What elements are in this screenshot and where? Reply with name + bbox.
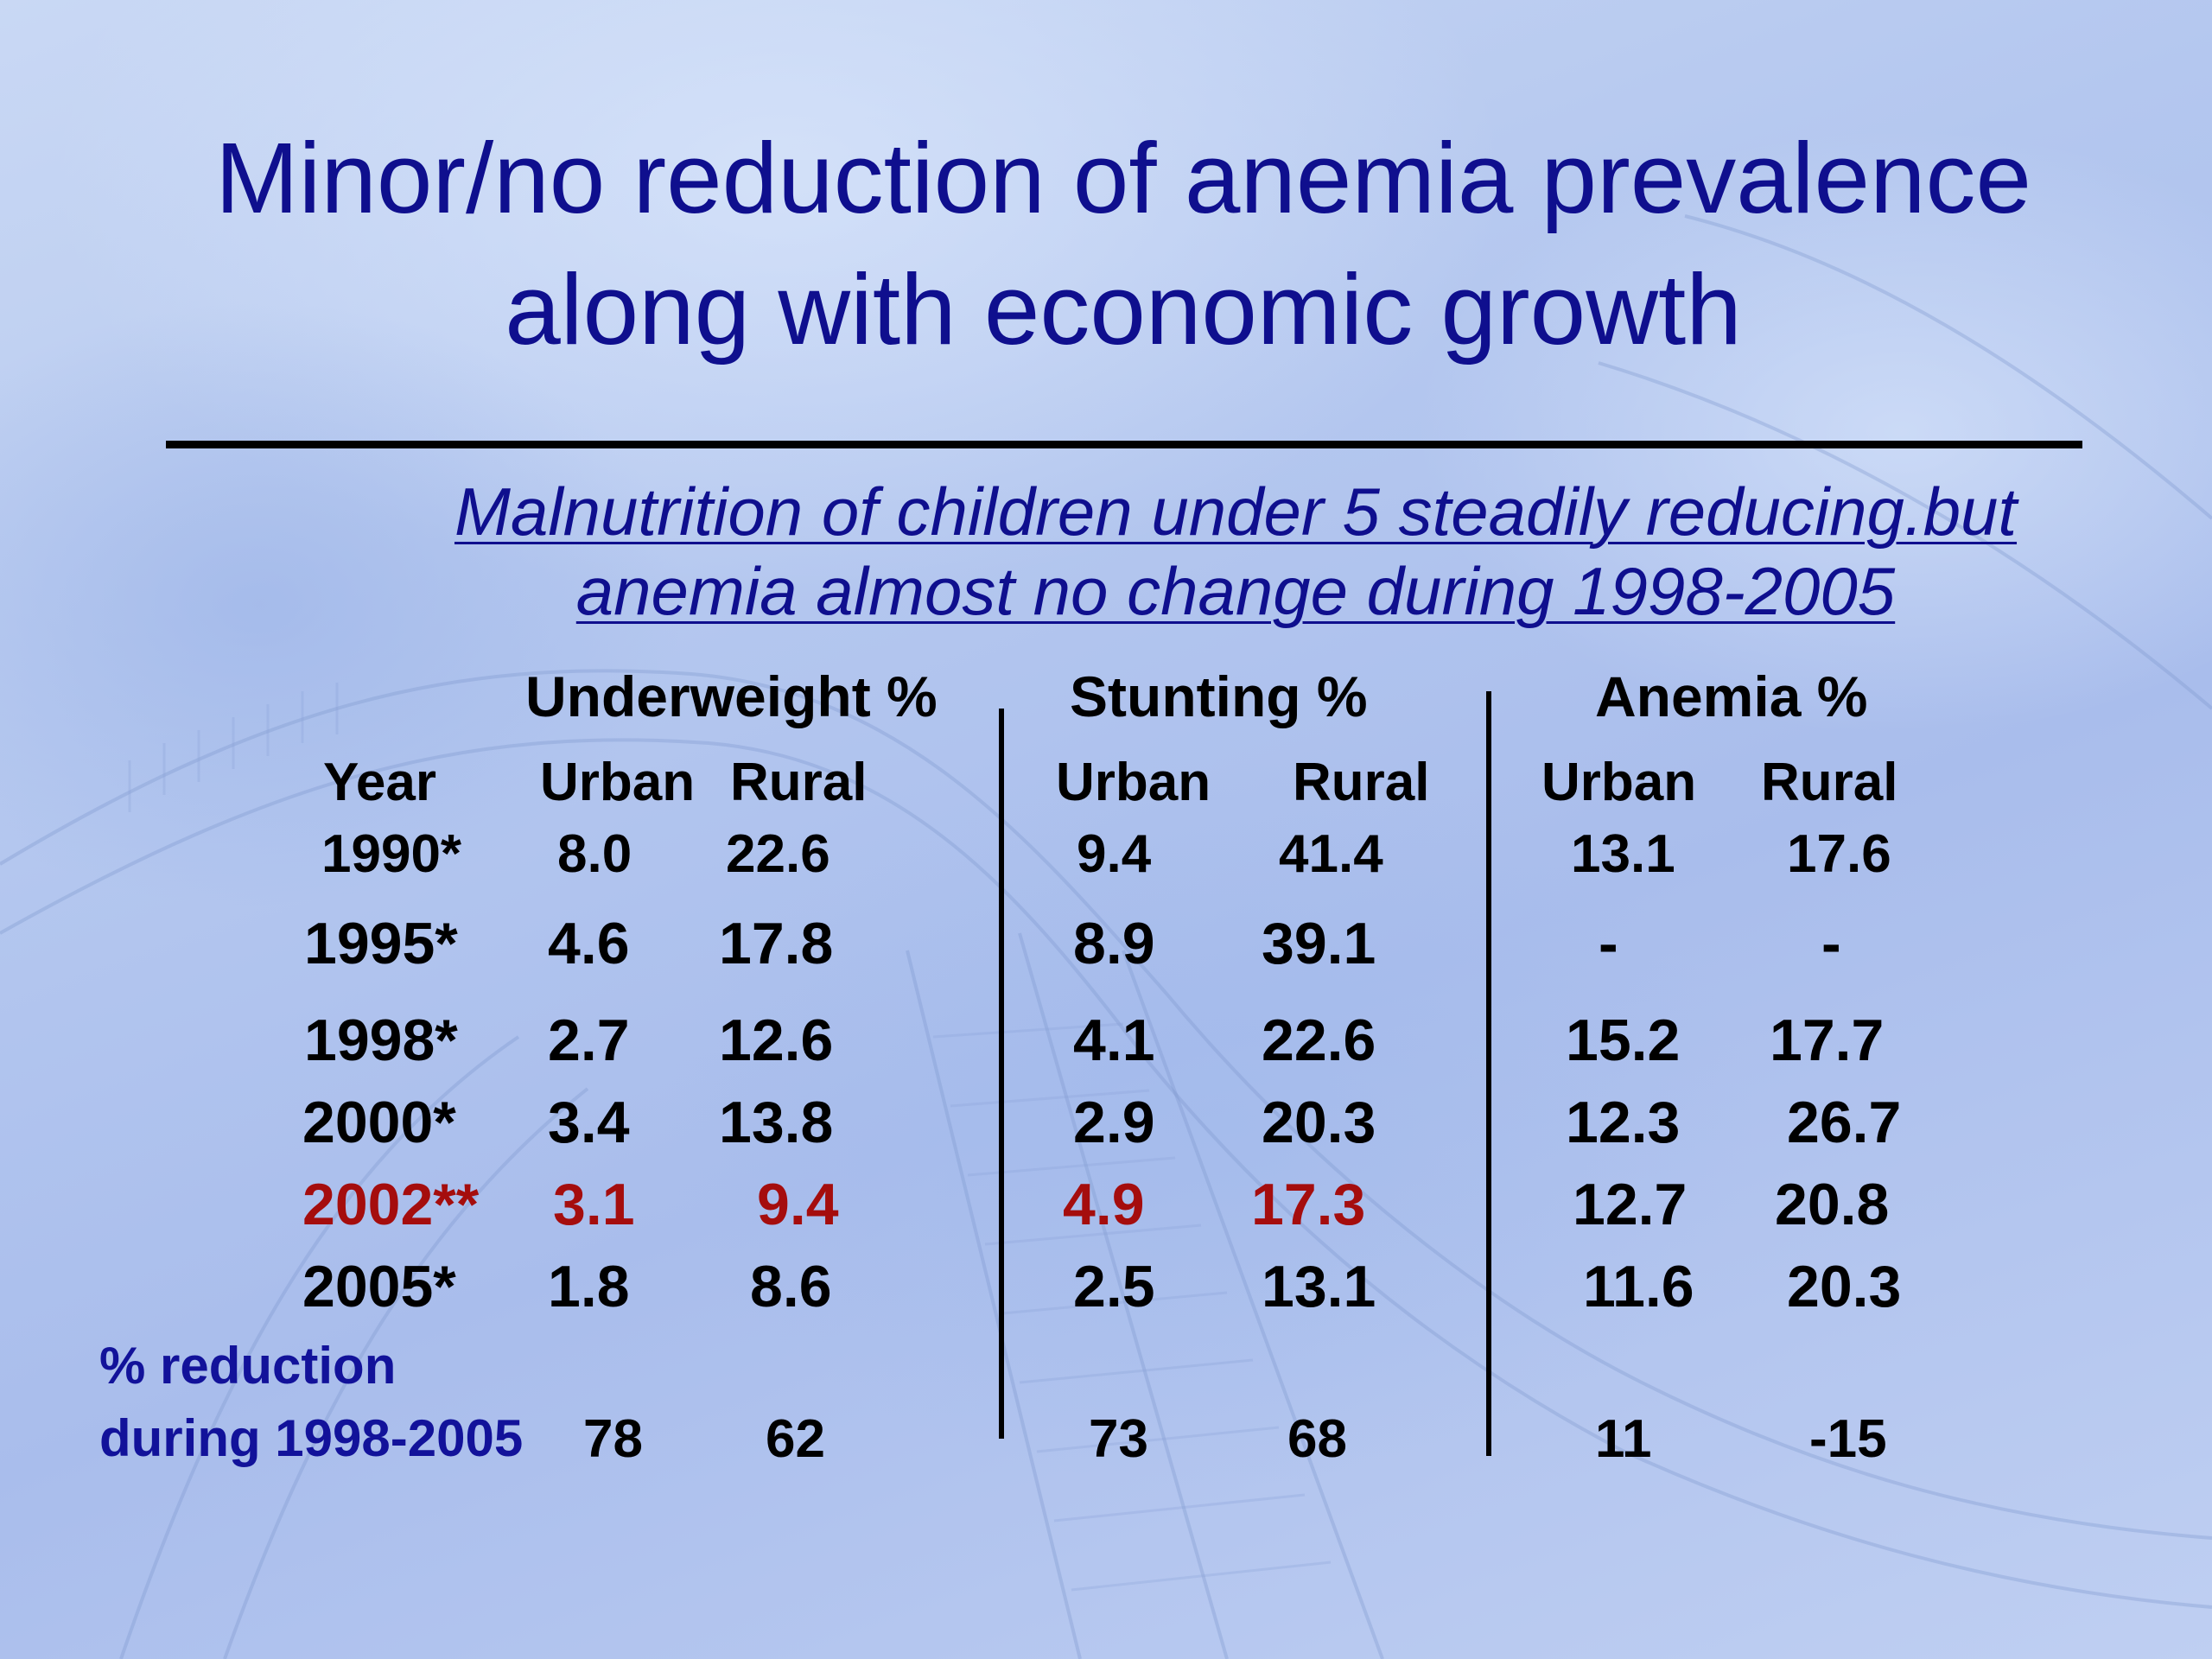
column-header-anemia-urban: Urban (1541, 753, 1697, 812)
column-header-anemia-rural: Rural (1761, 753, 1898, 812)
table-cell: 17.8 (719, 911, 834, 976)
reduction-value: 68 (1287, 1409, 1347, 1469)
column-header-underweight-urban: Urban (540, 753, 696, 812)
column-header-stunting-rural: Rural (1293, 753, 1430, 812)
reduction-value: 73 (1089, 1409, 1148, 1469)
table-cell: 11.6 (1583, 1254, 1694, 1319)
reduction-value: 62 (766, 1409, 825, 1469)
table-cell: 4.6 (548, 911, 630, 976)
row-year: 2000* (302, 1090, 456, 1155)
table-cell: 9.4 (1077, 824, 1152, 884)
table-cell-highlighted: 3.1 (553, 1172, 635, 1237)
table-cell: 39.1 (1262, 911, 1376, 976)
column-header-stunting-urban: Urban (1056, 753, 1211, 812)
table-cell: - (1821, 911, 1841, 976)
row-year: 2005* (302, 1254, 456, 1319)
table-cell: 15.2 (1566, 1007, 1681, 1073)
table-cell: 41.4 (1279, 824, 1383, 884)
table-cell: 13.1 (1262, 1254, 1376, 1319)
table-divider-left (999, 709, 1004, 1439)
table-cell: 8.0 (557, 824, 632, 884)
reduction-value: 78 (583, 1409, 643, 1469)
row-year: 1998* (304, 1007, 458, 1073)
group-header-stunting: Stunting % (1070, 664, 1368, 728)
table-divider-right (1486, 691, 1491, 1456)
table-cell: 17.7 (1770, 1007, 1885, 1073)
table-cell: 1.8 (548, 1254, 630, 1319)
table-cell: 12.7 (1573, 1172, 1688, 1237)
reduction-value: -15 (1809, 1409, 1887, 1469)
table-cell: 26.7 (1787, 1090, 1902, 1155)
table-cell: 12.6 (719, 1007, 834, 1073)
subtitle-line-2: anemia almost no change during 1998-2005 (575, 553, 1896, 629)
table-cell-highlighted: 4.9 (1063, 1172, 1145, 1237)
reduction-label-line-1: % reduction (99, 1337, 397, 1395)
title-line-1: Minor/no reduction of anemia prevalence (214, 122, 2032, 234)
table-cell: 4.1 (1073, 1007, 1155, 1073)
row-year: 1990* (321, 824, 462, 884)
title-divider (166, 441, 2082, 448)
row-year: 1995* (304, 911, 458, 976)
table-cell: 2.7 (548, 1007, 630, 1073)
table-cell: 3.4 (548, 1090, 630, 1155)
table-cell: 8.6 (750, 1254, 832, 1319)
table-cell: 20.3 (1262, 1090, 1376, 1155)
column-header-year: Year (323, 753, 437, 812)
row-year-highlighted: 2002** (302, 1172, 480, 1237)
table-cell: 2.9 (1073, 1090, 1155, 1155)
title-line-2: along with economic growth (505, 253, 1742, 365)
column-header-underweight-rural: Rural (730, 753, 868, 812)
table-cell: 20.8 (1775, 1172, 1890, 1237)
slide-title: Minor/no reduction of anemia prevalence … (69, 112, 2177, 375)
table-cell: 20.3 (1787, 1254, 1902, 1319)
subtitle-line-1: Malnutrition of children under 5 steadil… (454, 474, 2018, 550)
table-cell: 8.9 (1073, 911, 1155, 976)
group-header-underweight: Underweight % (525, 664, 938, 728)
table-cell: 2.5 (1073, 1254, 1155, 1319)
table-cell-highlighted: 9.4 (757, 1172, 839, 1237)
table-cell: 17.6 (1787, 824, 1891, 884)
table-cell: 22.6 (726, 824, 830, 884)
group-header-anemia: Anemia % (1595, 664, 1868, 728)
table-cell: 13.8 (719, 1090, 834, 1155)
reduction-label-line-2: during 1998-2005 (99, 1409, 524, 1467)
reduction-value: 11 (1595, 1409, 1652, 1469)
table-cell: 12.3 (1566, 1090, 1681, 1155)
table-cell: 13.1 (1571, 824, 1675, 884)
table-cell: 22.6 (1262, 1007, 1376, 1073)
slide-subtitle: Malnutrition of children under 5 steadil… (259, 472, 2212, 631)
table-cell-highlighted: 17.3 (1251, 1172, 1366, 1237)
table-cell: - (1599, 911, 1618, 976)
